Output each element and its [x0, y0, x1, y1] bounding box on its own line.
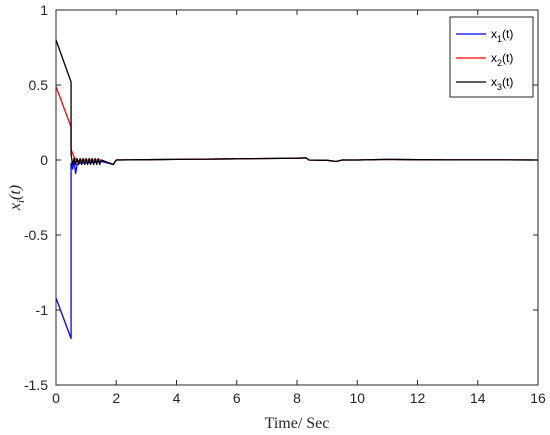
x-tick-label: 14: [470, 390, 486, 406]
y-tick-label: 0: [40, 152, 48, 168]
x-axis-label: Time/ Sec: [265, 415, 330, 432]
x-tick-label: 16: [530, 390, 546, 406]
y-axis-label-sub: i: [15, 200, 27, 203]
x-tick-label: 4: [173, 390, 181, 406]
legend-box: [449, 16, 534, 98]
y-tick-label: 1: [40, 2, 48, 18]
legend-label-2: x2(t): [491, 51, 513, 68]
legend: x1(t) x2(t) x3(t): [449, 16, 534, 98]
y-tick-label: 0.5: [29, 77, 49, 93]
y-axis-label-rest: (t): [7, 185, 24, 200]
y-tick-label: -1: [36, 302, 49, 318]
legend-label-3: x3(t): [491, 75, 513, 92]
y-axis-label-base: x: [7, 203, 24, 211]
x-tick-label: 0: [52, 390, 60, 406]
x-tick-label: 12: [410, 390, 426, 406]
x-tick-label: 6: [233, 390, 241, 406]
tick-layer: 0 2 4 6 8 10 12 14 16 -1.5 -1 -0.5 0 0.5 1: [24, 2, 546, 406]
x-tick-label: 8: [293, 390, 301, 406]
x-tick-label: 10: [349, 390, 365, 406]
x-tick-label: 2: [112, 390, 120, 406]
y-tick-label: -0.5: [24, 227, 48, 243]
y-axis-label: xi(t): [7, 185, 27, 211]
series-line-3: [55, 39, 539, 166]
y-tick-label: -1.5: [24, 377, 48, 393]
legend-label-1: x1(t): [491, 27, 513, 44]
series-layer: [55, 39, 539, 340]
